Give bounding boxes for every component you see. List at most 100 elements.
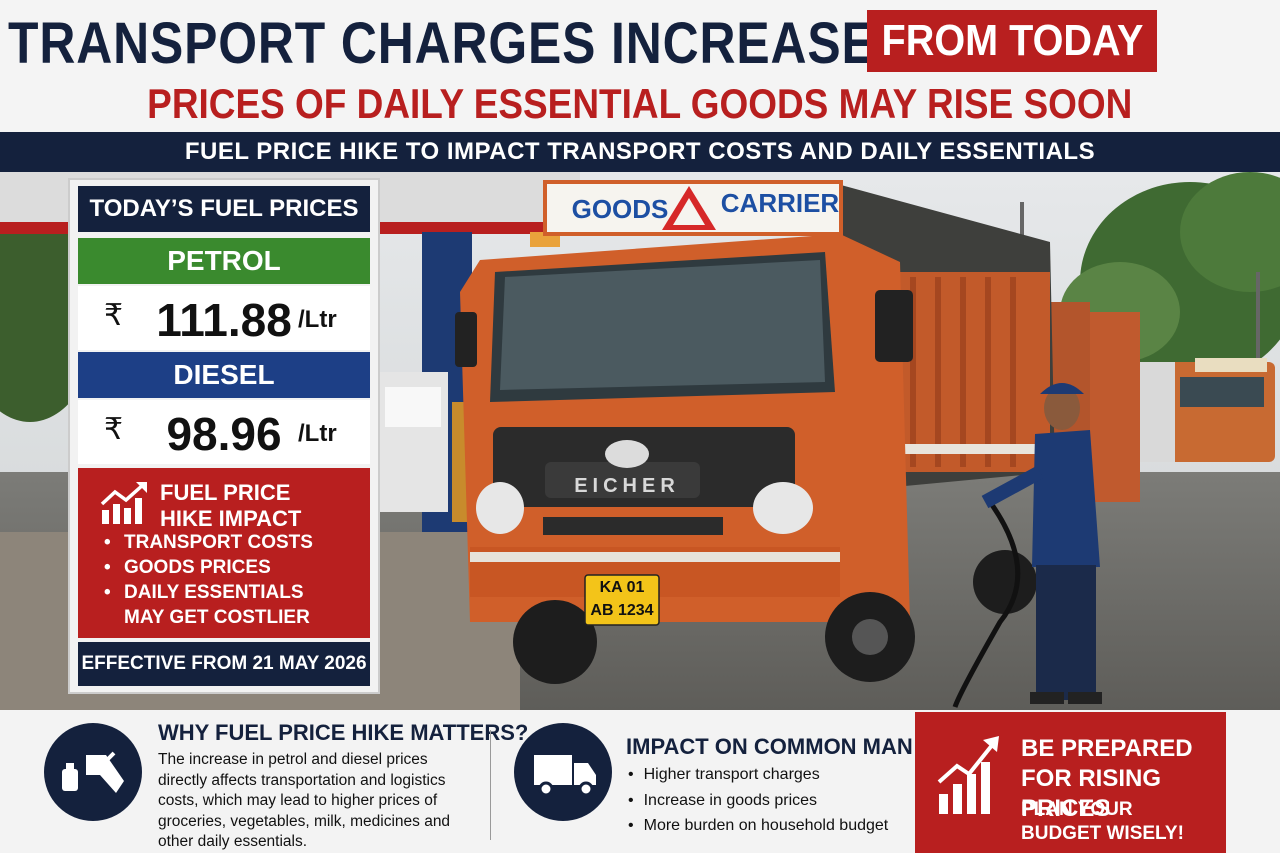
banner-text: FUEL PRICE HIKE TO IMPACT TRANSPORT COST…	[184, 138, 1096, 165]
fuel-name-text: PETROL	[167, 245, 281, 276]
fuel-name: DIESEL	[78, 352, 370, 398]
cta-box: BE PREPARED FOR RISING PRICES PLAN YOUR …	[915, 712, 1226, 853]
background-trucks-part	[1135, 362, 1175, 462]
fuel-icon-graphic	[62, 751, 124, 793]
fuel-price: 98.96	[166, 408, 282, 460]
common-man-item: Higher transport charges	[628, 762, 888, 788]
background-trucks-part	[1180, 377, 1264, 407]
impact-item: TRANSPORT COSTS	[104, 530, 344, 555]
impact-title: FUEL PRICE HIKE IMPACT	[160, 480, 302, 531]
worker	[952, 383, 1102, 708]
cta-icon-part	[983, 736, 999, 752]
highlight-text: FROM TODAY	[881, 16, 1143, 65]
cta-title: BE PREPARED FOR RISING PRICES	[1021, 735, 1193, 822]
truck-part-part	[935, 277, 941, 467]
truck-brand: EICHER	[574, 475, 680, 497]
trend-icon-part	[136, 482, 147, 493]
fuel-board: TODAY’S FUEL PRICES PETROL ₹ 111.88 /Ltr…	[68, 178, 380, 694]
cta-icon-part	[937, 742, 995, 784]
background-trucks	[1050, 302, 1275, 502]
truck-icon-graphic-part	[574, 763, 596, 785]
background-trucks-part	[1195, 358, 1267, 372]
truck-part	[470, 552, 840, 562]
currency: ₹	[104, 299, 124, 332]
cta-icon-part-part	[967, 774, 976, 814]
truck-part	[476, 482, 524, 534]
fuel-icon-graphic-part	[104, 751, 116, 763]
truck-part	[673, 198, 705, 225]
effective-text: EFFECTIVE FROM 21 MAY 2026	[81, 653, 367, 674]
divider	[490, 730, 491, 840]
board-title: TODAY’S FUEL PRICES	[78, 186, 370, 232]
worker-part	[1068, 692, 1102, 704]
fuel-price-row: ₹ 111.88 /Ltr	[78, 286, 370, 350]
truck-part-part	[985, 277, 991, 467]
impact-item: GOODS PRICES	[104, 555, 344, 580]
fuel-unit: /Ltr	[298, 306, 337, 333]
common-man-item: More burden on household budget	[628, 813, 889, 839]
worker-part	[1044, 386, 1080, 430]
subheadline: PRICES OF DAILY ESSENTIAL GOODS MAY RISE…	[0, 80, 1280, 128]
truck-part	[753, 482, 813, 534]
plate-line2: AB 1234	[590, 602, 653, 619]
trend-icon-part-part	[113, 504, 120, 524]
truck-part	[584, 574, 660, 626]
cta-icon	[937, 736, 999, 814]
effective-date: EFFECTIVE FROM 21 MAY 2026	[78, 642, 370, 686]
headline: TRANSPORT CHARGES INCREASE	[8, 11, 876, 76]
cta-icon-part-part	[953, 784, 962, 814]
why-title: WHY FUEL PRICE HIKE MATTERS?	[158, 720, 529, 745]
banner: FUEL PRICE HIKE TO IMPACT TRANSPORT COST…	[0, 132, 1280, 172]
fuel-icon-graphic-part	[62, 769, 78, 791]
background-trucks-part	[1085, 312, 1140, 502]
fuel-price: 111.88	[156, 294, 292, 346]
common-man-item: Increase in goods prices	[628, 788, 888, 814]
cta-text: PLAN YOUR BUDGET WISELY!	[1021, 799, 1184, 844]
background-part	[1180, 172, 1280, 292]
worker-part	[981, 465, 1044, 509]
fuel-name-text: DIESEL	[173, 359, 275, 390]
trend-icon-part	[100, 482, 146, 506]
truck-icon-graphic-part	[534, 755, 572, 785]
trend-icon-part-part	[124, 508, 131, 524]
truck-part	[605, 440, 649, 468]
fuel-name: PETROL	[78, 238, 370, 284]
trend-icon	[100, 482, 147, 524]
cta-icon-part-part	[981, 762, 990, 814]
background-part	[1256, 272, 1260, 362]
board-title-text: TODAY’S FUEL PRICES	[89, 195, 359, 222]
fuel-unit: /Ltr	[298, 420, 337, 447]
fuel-icon-graphic-part	[66, 763, 74, 769]
truck-part	[513, 600, 597, 684]
fuel-station-part	[385, 387, 441, 427]
truck-part	[545, 462, 700, 498]
photo-scene: GOODS CARRIER EICHER KA 01 AB 1234	[0, 172, 1280, 710]
impact-panel: FUEL PRICE HIKE IMPACT TRANSPORT COSTS G…	[78, 468, 370, 638]
trend-icon-part	[102, 498, 142, 524]
common-man-list: Higher transport charges Increase in goo…	[628, 762, 889, 839]
truck-part	[543, 517, 723, 535]
fuel-icon-graphic-part	[86, 755, 124, 793]
header: TRANSPORT CHARGES INCREASE FROM TODAY PR…	[0, 0, 1280, 132]
truck-part	[840, 444, 1050, 454]
truck-icon-graphic	[534, 755, 596, 797]
cta-icon-part-part	[939, 794, 948, 814]
cta-icon-part	[939, 762, 990, 814]
truck: GOODS CARRIER EICHER KA 01 AB 1234	[455, 180, 1055, 684]
common-man-title: IMPACT ON COMMON MAN	[626, 734, 913, 759]
worker-part	[952, 500, 1021, 708]
truck-part	[455, 312, 477, 367]
worker-part	[1030, 692, 1064, 704]
truck-sign-right: CARRIER	[721, 188, 840, 218]
worker-part	[1040, 383, 1084, 394]
truck-part	[875, 290, 913, 362]
plate-line1: KA 01	[600, 579, 645, 596]
trend-icon-part-part	[135, 498, 142, 524]
truck-icon-graphic-part	[578, 781, 594, 797]
impact-item: DAILY ESSENTIALS MAY GET COSTLIER	[104, 580, 344, 630]
truck-part	[973, 550, 1037, 614]
worker-part	[1032, 430, 1100, 567]
truck-part-part	[960, 277, 966, 467]
why-text: The increase in petrol and diesel prices…	[158, 751, 451, 850]
